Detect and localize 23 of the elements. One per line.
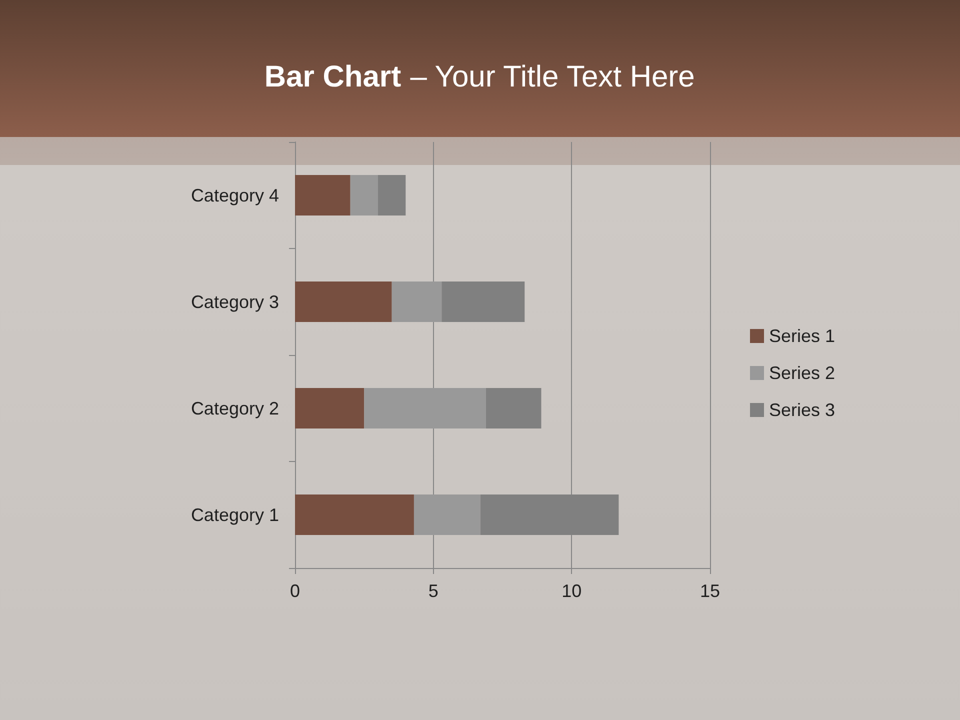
legend-label: Series 1 xyxy=(769,326,836,346)
x-tick-label: 5 xyxy=(428,581,438,601)
bar xyxy=(364,388,486,428)
bar xyxy=(414,494,480,535)
bar xyxy=(486,388,542,428)
bar xyxy=(392,282,442,322)
y-tick-label: Category 3 xyxy=(190,292,279,312)
y-tick-label: Category 2 xyxy=(190,398,279,418)
y-tick-label: Category 4 xyxy=(190,185,279,206)
x-tick-label: 15 xyxy=(700,581,720,601)
bar xyxy=(350,175,378,216)
chart-title: Bar Chart – Your Title Text Here xyxy=(264,60,695,94)
bar xyxy=(295,282,392,322)
legend-label: Series 3 xyxy=(769,400,836,420)
bar xyxy=(295,175,350,216)
bar xyxy=(378,175,406,216)
x-tick-label: 0 xyxy=(290,581,300,601)
legend-label: Series 2 xyxy=(769,363,836,383)
bar xyxy=(295,388,364,428)
bar xyxy=(442,282,525,322)
y-tick-label: Category 1 xyxy=(190,504,279,525)
bar xyxy=(295,494,414,535)
x-tick-label: 10 xyxy=(562,581,582,601)
